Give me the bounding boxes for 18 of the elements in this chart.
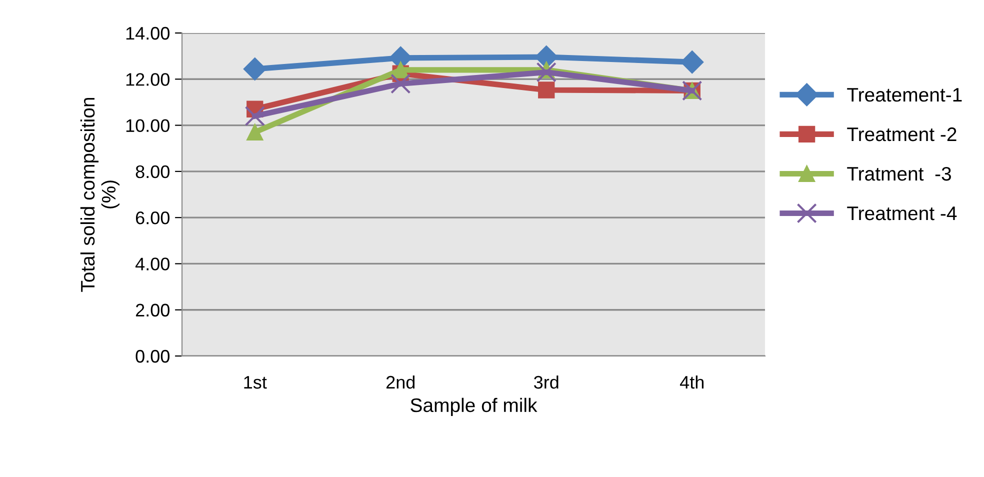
y-axis-title: Total solid composition (%) bbox=[80, 98, 120, 292]
legend-label: Tratment -3 bbox=[847, 166, 951, 181]
x-axis-title: Sample of milk bbox=[410, 398, 538, 416]
y-tick-label: 14.00 bbox=[126, 26, 170, 40]
y-tick-label: 6.00 bbox=[136, 212, 170, 224]
legend-label: Treatment -2 bbox=[847, 127, 956, 142]
y-tick-label: 8.00 bbox=[136, 165, 170, 178]
y-tick-label: 4.00 bbox=[135, 258, 170, 270]
y-tick-label: 12.00 bbox=[126, 73, 170, 86]
y-tick-label: 10.00 bbox=[126, 119, 170, 132]
x-tick-label: 3rd bbox=[534, 375, 558, 389]
legend-label: Treatement-1 bbox=[847, 88, 962, 102]
y-tick-label: 0.00 bbox=[136, 350, 170, 363]
x-tick-label: 4th bbox=[680, 375, 704, 389]
legend-label: Treatment -4 bbox=[847, 206, 957, 220]
x-tick-label: 1st bbox=[244, 376, 267, 389]
y-tick-label: 2.00 bbox=[136, 304, 170, 317]
x-tick-label: 2nd bbox=[386, 375, 415, 389]
